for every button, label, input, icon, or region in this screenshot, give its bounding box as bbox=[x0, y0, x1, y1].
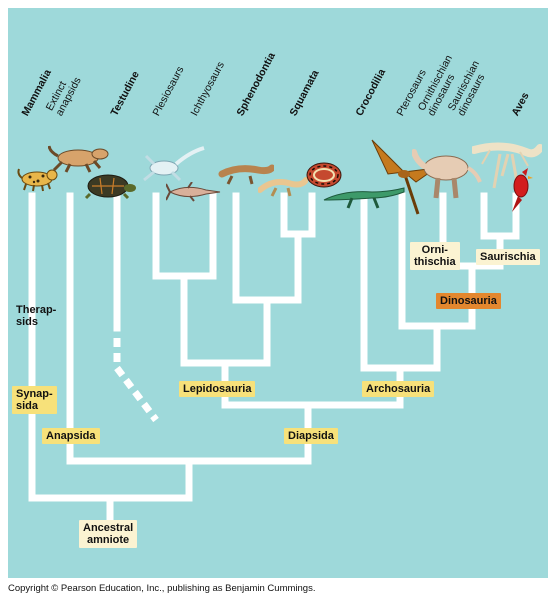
branch-testudines-uncertain bbox=[113, 338, 159, 423]
lizard-illustration bbox=[258, 177, 308, 197]
clade-anapsida: Anapsida bbox=[42, 428, 100, 444]
ichthyosaur-illustration bbox=[166, 182, 221, 202]
clade-synapsida: Synap- sida bbox=[12, 386, 57, 414]
ornithischian-illustration bbox=[412, 149, 482, 199]
clade-therapsids: Therap- sids bbox=[16, 304, 57, 328]
tuatara-illustration bbox=[218, 164, 274, 185]
turtle-illustration bbox=[84, 174, 136, 200]
cladogram-panel: Mammalia Extinct anapsids Testudine Plesi… bbox=[8, 8, 548, 578]
extinct-anapsid-illustration bbox=[48, 145, 109, 173]
clade-lepidosauria: Lepidosauria bbox=[179, 381, 256, 397]
clade-archosauria: Archosauria bbox=[362, 381, 435, 397]
plesiosaur-illustration bbox=[143, 146, 205, 182]
clade-diapsida: Diapsida bbox=[284, 428, 338, 444]
clade-ornithischia: Orni- thischia bbox=[410, 242, 460, 270]
crocodile-illustration bbox=[323, 187, 405, 209]
bird-illustration bbox=[512, 168, 533, 212]
mammal-illustration bbox=[17, 168, 58, 192]
clade-saurischia: Saurischia bbox=[476, 249, 540, 265]
snake-illustration bbox=[306, 162, 342, 188]
ancestral-amniote-label: Ancestral amniote bbox=[79, 520, 138, 548]
clade-dinosauria: Dinosauria bbox=[436, 293, 501, 309]
copyright-notice: Copyright © Pearson Education, Inc., pub… bbox=[8, 583, 316, 594]
